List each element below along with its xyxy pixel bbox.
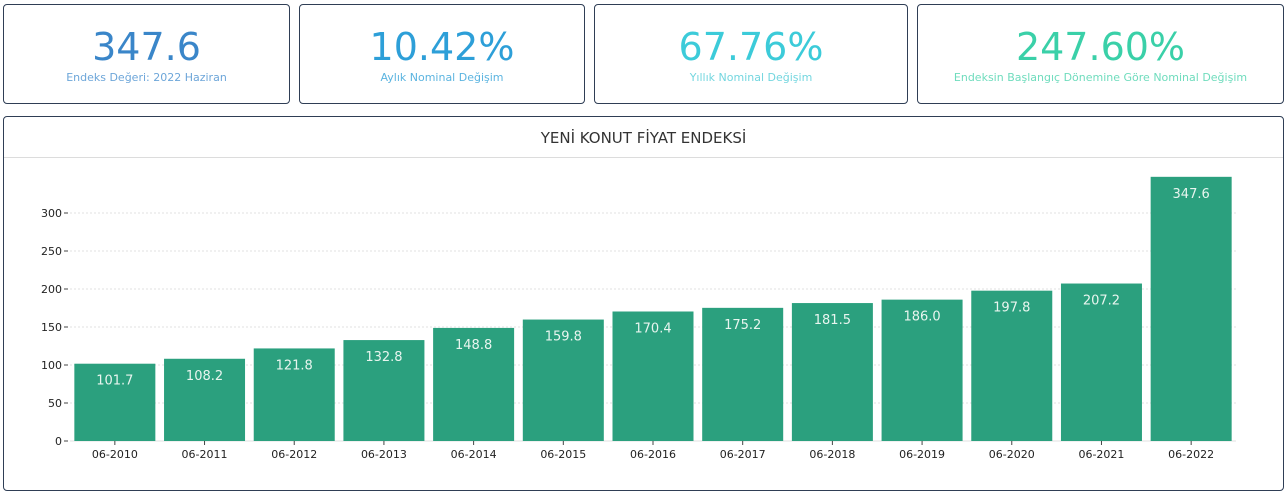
bar — [253, 348, 335, 441]
bar-value-label: 175.2 — [724, 318, 761, 333]
bar-value-label: 197.8 — [993, 301, 1030, 316]
bar — [343, 340, 425, 441]
x-tick-label: 06-2022 — [1168, 448, 1214, 461]
bar-value-label: 181.5 — [814, 313, 851, 328]
kpi-base-period-change: 247.60% Endeksin Başlangıç Dönemine Göre… — [917, 4, 1284, 104]
kpi-monthly-change-label: Aylık Nominal Değişim — [380, 71, 504, 84]
bar-value-label: 148.8 — [455, 338, 492, 353]
y-tick-label: 250 — [41, 245, 62, 258]
x-tick-label: 06-2016 — [630, 448, 676, 461]
y-tick-label: 0 — [55, 435, 62, 448]
chart-panel: YENİ KONUT FİYAT ENDEKSİ 0 50 100 150 200 250… — [3, 116, 1284, 491]
x-tick-label: 06-2012 — [271, 448, 317, 461]
kpi-monthly-change: 10.42% Aylık Nominal Değişim — [299, 4, 585, 104]
x-tick-label: 06-2013 — [361, 448, 407, 461]
kpi-index-value-number: 347.6 — [92, 25, 201, 69]
bar — [433, 327, 515, 441]
x-tick-label: 06-2010 — [92, 448, 138, 461]
bar — [702, 307, 784, 441]
x-tick-label: 06-2017 — [720, 448, 766, 461]
kpi-base-period-change-number: 247.60% — [1015, 25, 1186, 69]
x-tick-label: 06-2014 — [451, 448, 497, 461]
y-tick-label: 100 — [41, 359, 62, 372]
y-tick-label: 50 — [48, 397, 62, 410]
bar-value-label: 347.6 — [1173, 187, 1210, 202]
bar-value-label: 108.2 — [186, 369, 223, 384]
bar — [971, 290, 1053, 441]
x-tick-label: 06-2021 — [1078, 448, 1124, 461]
bar-value-label: 132.8 — [365, 350, 402, 365]
x-tick-label: 06-2019 — [899, 448, 945, 461]
x-tick-label: 06-2011 — [182, 448, 228, 461]
x-tick-label: 06-2015 — [540, 448, 586, 461]
bar-value-label: 170.4 — [634, 321, 671, 336]
kpi-index-value: 347.6 Endeks Değeri: 2022 Haziran — [3, 4, 290, 104]
bar-value-label: 101.7 — [96, 374, 133, 389]
bar — [881, 299, 963, 441]
bar-chart: 0 50 100 150 200 250 300 101.7 06-2010 108.2 06-20… — [41, 176, 1236, 461]
bar-value-label: 121.8 — [276, 358, 313, 373]
bar — [1060, 283, 1142, 441]
x-tick-label: 06-2020 — [989, 448, 1035, 461]
bar — [74, 363, 156, 441]
bar — [612, 311, 694, 441]
x-tick-label: 06-2018 — [809, 448, 855, 461]
bar-value-label: 207.2 — [1083, 294, 1120, 309]
bar — [164, 358, 246, 441]
bar-value-label: 159.8 — [545, 330, 582, 345]
kpi-yearly-change: 67.76% Yıllık Nominal Değişim — [594, 4, 908, 104]
kpi-monthly-change-number: 10.42% — [369, 25, 515, 69]
bar — [791, 303, 873, 441]
kpi-yearly-change-label: Yıllık Nominal Değişim — [689, 71, 813, 84]
kpi-base-period-change-label: Endeksin Başlangıç Dönemine Göre Nominal… — [953, 71, 1248, 84]
y-tick-label: 150 — [41, 321, 62, 334]
bar-value-label: 186.0 — [903, 310, 940, 325]
bar — [1150, 176, 1232, 441]
kpi-index-value-label: Endeks Değeri: 2022 Haziran — [66, 71, 227, 84]
y-tick-label: 300 — [41, 207, 62, 220]
y-tick-label: 200 — [41, 283, 62, 296]
kpi-yearly-change-number: 67.76% — [678, 25, 824, 69]
bar — [522, 319, 604, 441]
chart-title: YENİ KONUT FİYAT ENDEKSİ — [4, 117, 1283, 158]
